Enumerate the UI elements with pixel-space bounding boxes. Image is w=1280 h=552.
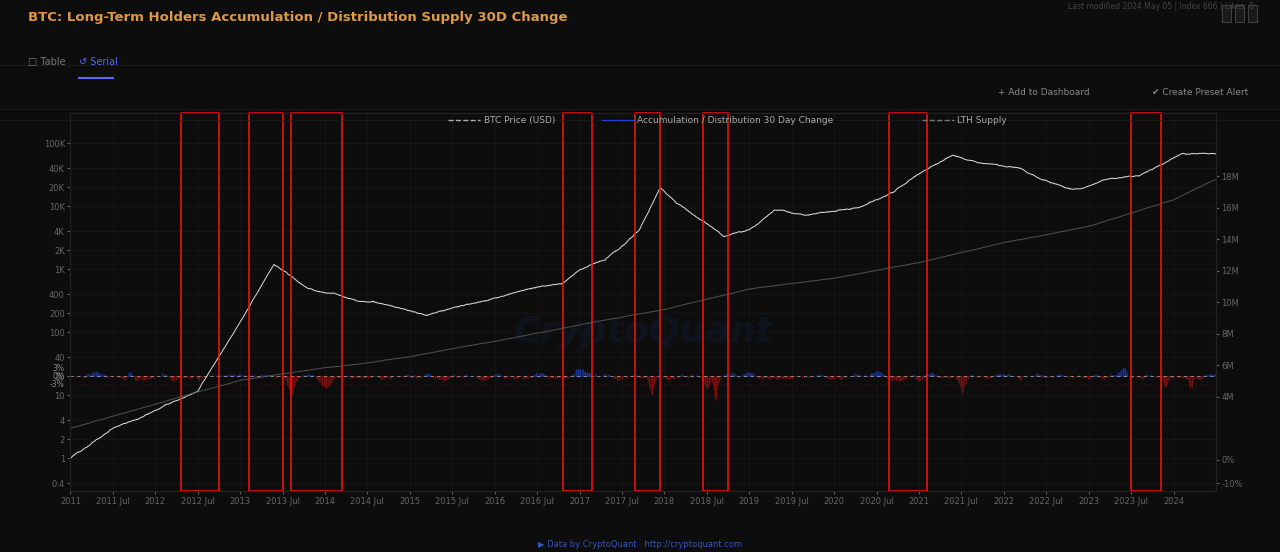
Text: CryptoQuant: CryptoQuant xyxy=(513,316,773,349)
Text: ✔ Create Preset Alert: ✔ Create Preset Alert xyxy=(1152,88,1248,97)
Text: BTC Price (USD): BTC Price (USD) xyxy=(484,115,556,125)
Text: 0%: 0% xyxy=(52,372,65,381)
Text: ↺ Serial: ↺ Serial xyxy=(79,57,118,67)
FancyBboxPatch shape xyxy=(1248,5,1257,22)
FancyBboxPatch shape xyxy=(1235,5,1244,22)
Text: ▶ Data by CryptoQuant   http://cryptoquant.com: ▶ Data by CryptoQuant http://cryptoquant… xyxy=(538,540,742,549)
Text: Accumulation / Distribution 30 Day Change: Accumulation / Distribution 30 Day Chang… xyxy=(637,115,833,125)
FancyBboxPatch shape xyxy=(1222,5,1231,22)
Text: LTH Supply: LTH Supply xyxy=(957,115,1007,125)
Text: + Add to Dashboard: + Add to Dashboard xyxy=(998,88,1091,97)
Text: -3%: -3% xyxy=(50,380,65,389)
Text: 3%: 3% xyxy=(52,364,65,373)
Text: Last modified 2024 May 05 | Index 666 | Likes: 0: Last modified 2024 May 05 | Index 666 | … xyxy=(1069,3,1254,12)
Text: BTC: Long-Term Holders Accumulation / Distribution Supply 30D Change: BTC: Long-Term Holders Accumulation / Di… xyxy=(28,11,567,24)
Text: □ Table: □ Table xyxy=(28,57,65,67)
